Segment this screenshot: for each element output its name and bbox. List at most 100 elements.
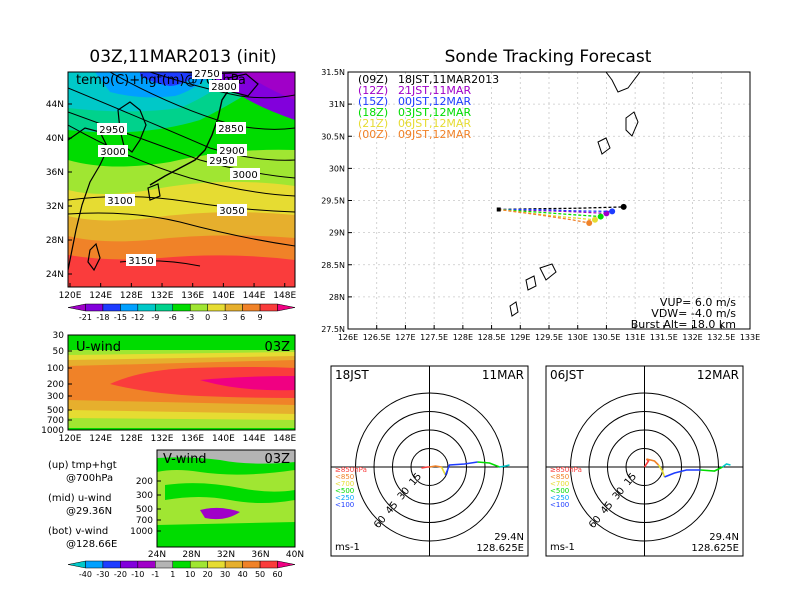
contour-label: 3150 bbox=[128, 256, 153, 267]
hodograph-lat: 29.4N bbox=[709, 532, 739, 543]
hodograph-trace bbox=[722, 463, 731, 468]
temp-colorbar: -21 -18 -15 -12 -9 -6 -3 0 3 6 9 bbox=[67, 303, 296, 322]
colorbar-swatch bbox=[207, 303, 226, 312]
colorbar-swatch bbox=[277, 560, 296, 569]
y-tick-label: 40N bbox=[46, 134, 64, 144]
colorbar-swatch bbox=[242, 560, 261, 569]
level-legend: ≥850hPa bbox=[550, 466, 582, 474]
hodograph-unit: ms-1 bbox=[550, 542, 575, 553]
x-tick-label: 120E bbox=[59, 434, 82, 444]
y-tick-label: 100 bbox=[47, 364, 64, 374]
colorbar-swatch bbox=[207, 560, 226, 569]
x-tick-label: 32N bbox=[217, 550, 235, 560]
u-band-7 bbox=[200, 376, 295, 391]
colorbar-label: -9 bbox=[151, 313, 159, 322]
y-tick-label: 31N bbox=[329, 100, 345, 109]
island-outline bbox=[625, 111, 639, 137]
u-panel-time: 03Z bbox=[265, 340, 291, 355]
y-tick-label: 44N bbox=[46, 100, 64, 110]
legend-text: 03JST,12MAR bbox=[398, 106, 471, 119]
colorbar-swatch bbox=[189, 560, 208, 569]
colorbar-label: -3 bbox=[186, 313, 194, 322]
x-tick-label: 133E bbox=[740, 333, 760, 342]
colorbar-label: 0 bbox=[205, 313, 210, 322]
y-tick-label: 30.5N bbox=[321, 132, 345, 141]
contour-label-bg bbox=[217, 144, 247, 156]
y-tick-label: 29.5N bbox=[321, 197, 345, 206]
x-tick-label: 28N bbox=[182, 550, 200, 560]
y-tick-label: 200 bbox=[136, 477, 153, 487]
colorbar-swatch bbox=[137, 303, 156, 312]
legend-code: (18Z) bbox=[358, 106, 388, 119]
y-tick-label: 36N bbox=[46, 168, 64, 178]
x-tick-label: 148E bbox=[273, 291, 296, 301]
contour-label-bg bbox=[192, 67, 222, 79]
x-tick-label: 132E bbox=[151, 291, 174, 301]
china-coast-outline bbox=[68, 127, 109, 271]
island-outline bbox=[597, 137, 611, 155]
landing-point bbox=[620, 203, 627, 210]
map-x-ticks: 120E 124E 128E 132E 136E 140E 144E 148E bbox=[59, 283, 296, 301]
track-line bbox=[498, 208, 601, 218]
legend-note-line1: (mid) u-wind bbox=[48, 493, 111, 504]
y-tick-label: 1000 bbox=[130, 527, 153, 537]
y-tick-label: 27.5N bbox=[321, 325, 345, 334]
y-tick-label: 29N bbox=[329, 229, 345, 238]
legend-code: (09Z) bbox=[358, 73, 388, 86]
vdw-label: VDW= -4.0 m/s bbox=[651, 307, 736, 320]
contour-label-bg bbox=[216, 122, 246, 134]
level-legend: <250 bbox=[335, 494, 354, 502]
level-legend: <850 bbox=[550, 473, 569, 481]
x-tick-label: 128E bbox=[120, 434, 143, 444]
x-tick-label: 128E bbox=[120, 291, 143, 301]
hodograph-lon: 128.625E bbox=[691, 543, 739, 554]
level-legend: ≥850hPa bbox=[335, 466, 367, 474]
legend-text: 21JST,11MAR bbox=[398, 84, 471, 97]
colorbar-swatch bbox=[259, 560, 278, 569]
hodograph-trace bbox=[499, 464, 510, 468]
level-legend: <700 bbox=[335, 480, 354, 488]
legend-code: (12Z) bbox=[358, 84, 388, 97]
hodograph-date: 11MAR bbox=[482, 368, 524, 382]
hodograph-trace bbox=[657, 464, 666, 478]
x-tick-label: 127E bbox=[395, 333, 415, 342]
y-tick-label: 30N bbox=[329, 164, 345, 173]
level-legend: <700 bbox=[550, 480, 569, 488]
y-tick-label: 28N bbox=[329, 293, 345, 302]
contour-label-bg bbox=[209, 80, 239, 92]
v-band-5 bbox=[200, 507, 240, 520]
x-tick-label: 140E bbox=[212, 291, 235, 301]
contour-label: 3050 bbox=[219, 206, 244, 217]
hodograph-unit: ms-1 bbox=[335, 542, 360, 553]
hodograph-trace bbox=[440, 466, 447, 476]
temp-band-coldest bbox=[240, 72, 295, 100]
wind-colorbar: -40 -30 -20 -10 -1 1 10 20 30 40 50 60 bbox=[67, 560, 296, 579]
u-frame bbox=[67, 334, 296, 431]
colorbar-swatch bbox=[155, 560, 174, 569]
legend-notes: (up) tmp+hgt @700hPa (mid) u-wind @29.36N (b… bbox=[48, 460, 117, 550]
x-tick-label: 40N bbox=[286, 550, 304, 560]
contour-label: 3100 bbox=[107, 196, 132, 207]
colorbar-label: 40 bbox=[238, 570, 248, 579]
y-tick-label: 200 bbox=[47, 380, 64, 390]
colorbar-swatch bbox=[137, 560, 156, 569]
colorbar-label: 20 bbox=[203, 570, 213, 579]
level-legend: <500 bbox=[335, 487, 354, 495]
burst-alt-label: Burst Alt= 18.0 km bbox=[631, 318, 736, 331]
contour-label: 2900 bbox=[219, 146, 244, 157]
colorbar-swatch bbox=[172, 303, 191, 312]
launch-point bbox=[496, 207, 501, 212]
hodograph-time: 18JST bbox=[335, 368, 369, 382]
x-tick-label: 120E bbox=[59, 291, 82, 301]
y-tick-label: 50 bbox=[53, 347, 65, 357]
hodograph-lat: 29.4N bbox=[494, 532, 524, 543]
x-tick-label: 36N bbox=[251, 550, 269, 560]
u-x-ticks: 120E 124E 128E 132E 136E 140E 144E 148E bbox=[59, 434, 297, 444]
contour-label: 2750 bbox=[194, 69, 219, 80]
colorbar-label: -40 bbox=[79, 570, 92, 579]
u-band-6 bbox=[110, 367, 295, 398]
colorbar-swatch bbox=[172, 560, 191, 569]
x-tick-label: 130.5E bbox=[592, 333, 620, 342]
legend-text: 00JST,12MAR bbox=[398, 95, 471, 108]
